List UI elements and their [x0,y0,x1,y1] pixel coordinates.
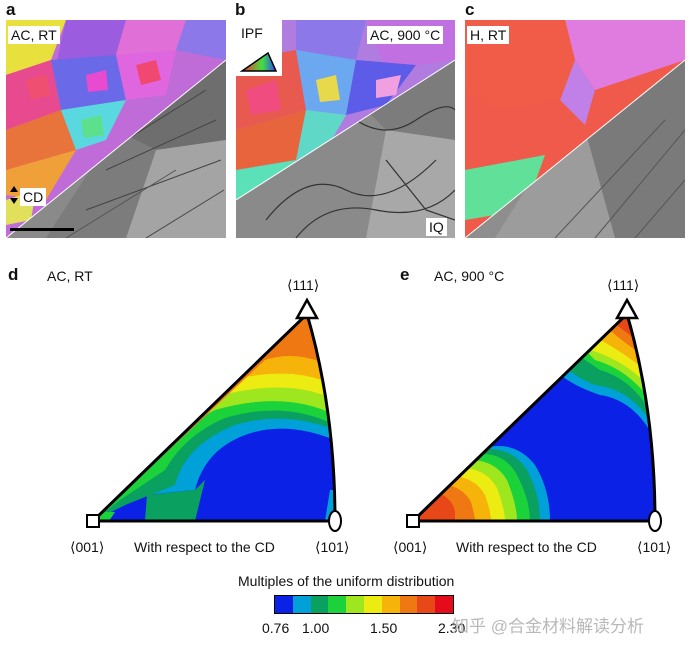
panel-e-title: AC, 900 °C [434,268,505,284]
colorbar-swatch [363,596,382,613]
iq-map-region [236,60,455,238]
ipf-legend-triangle [239,51,278,72]
pole-label-101-d: ⟨101⟩ [315,539,350,555]
panel-letter-b: b [235,0,246,19]
panel-b-ipf-label: IPF [241,25,263,41]
colorbar-tick: 1.00 [302,620,330,636]
panel-a-cd-label: CD [20,188,47,206]
arrow-up-icon [10,186,18,192]
pole-001-marker [406,514,420,528]
ipf-map-region [6,20,226,238]
colorbar-swatch [328,596,347,613]
colorbar-swatch [292,596,311,613]
pole-111-marker [614,297,640,320]
pole-label-101-e: ⟨101⟩ [637,539,672,555]
colorbar-tick: 0.76 [262,620,290,636]
pole-101-marker [328,510,342,532]
colorbar-swatch [346,596,364,613]
arrow-down-icon [10,198,18,204]
colorbar-title: Multiples of the uniform distribution [238,573,455,589]
axis-caption-d: With respect to the CD [134,539,275,555]
panel-c-condition-label: H, RT [467,26,510,44]
pole-label-001-d: ⟨001⟩ [70,539,105,555]
ebsd-micrograph-c [465,20,685,238]
panel-letter-a: a [6,0,16,19]
colorbar-tick: 1.50 [370,620,398,636]
colorbar-swatch [417,596,436,613]
colorbar-swatch [310,596,329,613]
ebsd-micrograph-a [6,20,226,238]
axis-caption-e: With respect to the CD [456,539,597,555]
scale-bar [10,228,74,231]
inverse-pole-figure-e [406,297,662,532]
pole-label-111-d: ⟨111⟩ [287,277,320,293]
colorbar-swatch [381,596,400,613]
colorbar-swatch [435,596,453,613]
panel-letter-c: c [465,0,475,19]
panel-a-condition-label: AC, RT [8,26,60,44]
ebsd-micrograph-b [236,20,455,238]
panel-d-title: AC, RT [47,268,93,284]
watermark: 知乎 @合金材料解读分析 [452,617,644,636]
colorbar [274,595,454,614]
inverse-pole-figure-d [86,297,342,532]
pole-001-marker [86,514,100,528]
panel-b-iq-label: IQ [426,218,447,236]
pole-label-111-e: ⟨111⟩ [607,277,640,293]
colorbar-tick: 2.30 [438,620,466,636]
pole-label-001-e: ⟨001⟩ [393,539,428,555]
panel-letter-e: e [400,265,410,284]
pole-101-marker [648,510,662,532]
panel-letter-d: d [8,265,19,284]
colorbar-swatch [275,596,293,613]
colorbar-swatch [399,596,418,613]
panel-b-condition-label: AC, 900 °C [367,26,444,44]
pole-111-marker [294,297,320,320]
